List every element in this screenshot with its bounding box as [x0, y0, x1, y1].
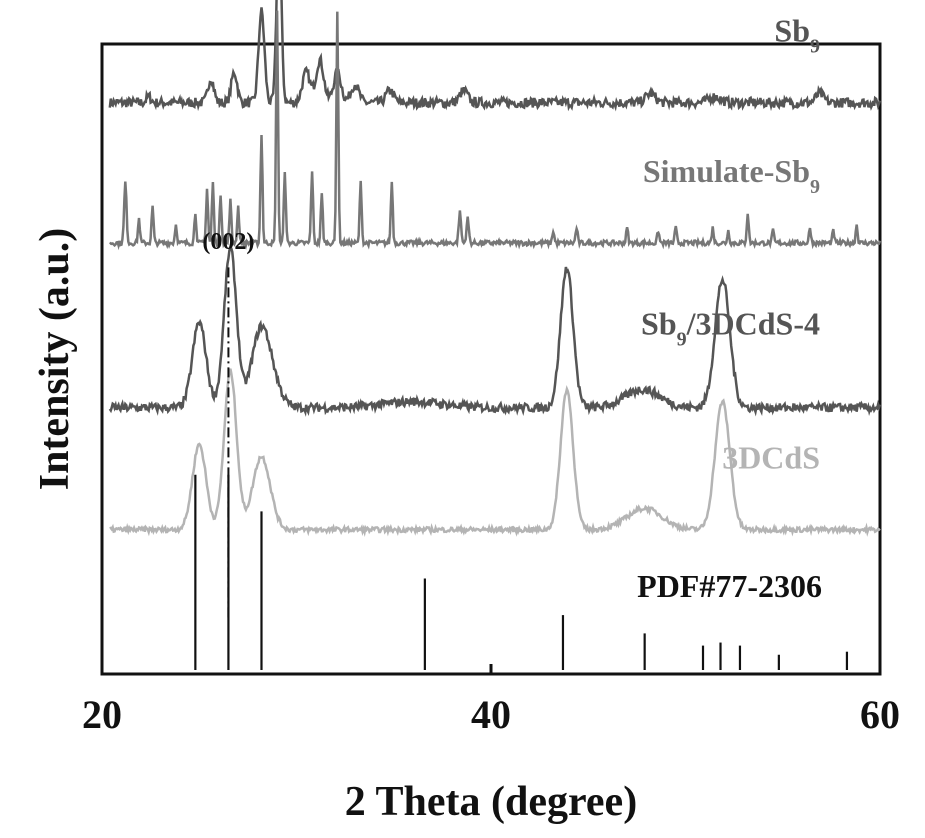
trace-1	[110, 11, 880, 246]
series-label-0: Sb9	[774, 13, 820, 58]
002-annotation: (002)	[202, 229, 254, 255]
x-tick-label-1: 40	[471, 692, 511, 737]
series-label-3: 3DCdS	[722, 440, 820, 476]
x-tick-label-2: 60	[860, 692, 900, 737]
xrd-chart: (002) Sb9Simulate-Sb9Sb9/3DCdS-43DCdS PD…	[0, 0, 925, 838]
reference-label: PDF#77-2306	[637, 568, 822, 604]
x-axis-title: 2 Theta (degree)	[345, 779, 637, 825]
trace-0	[110, 0, 880, 108]
x-tick-label-0: 20	[82, 692, 122, 737]
series-label-1: Simulate-Sb9	[643, 153, 820, 198]
y-axis-title: Intensity (a.u.)	[32, 228, 78, 491]
